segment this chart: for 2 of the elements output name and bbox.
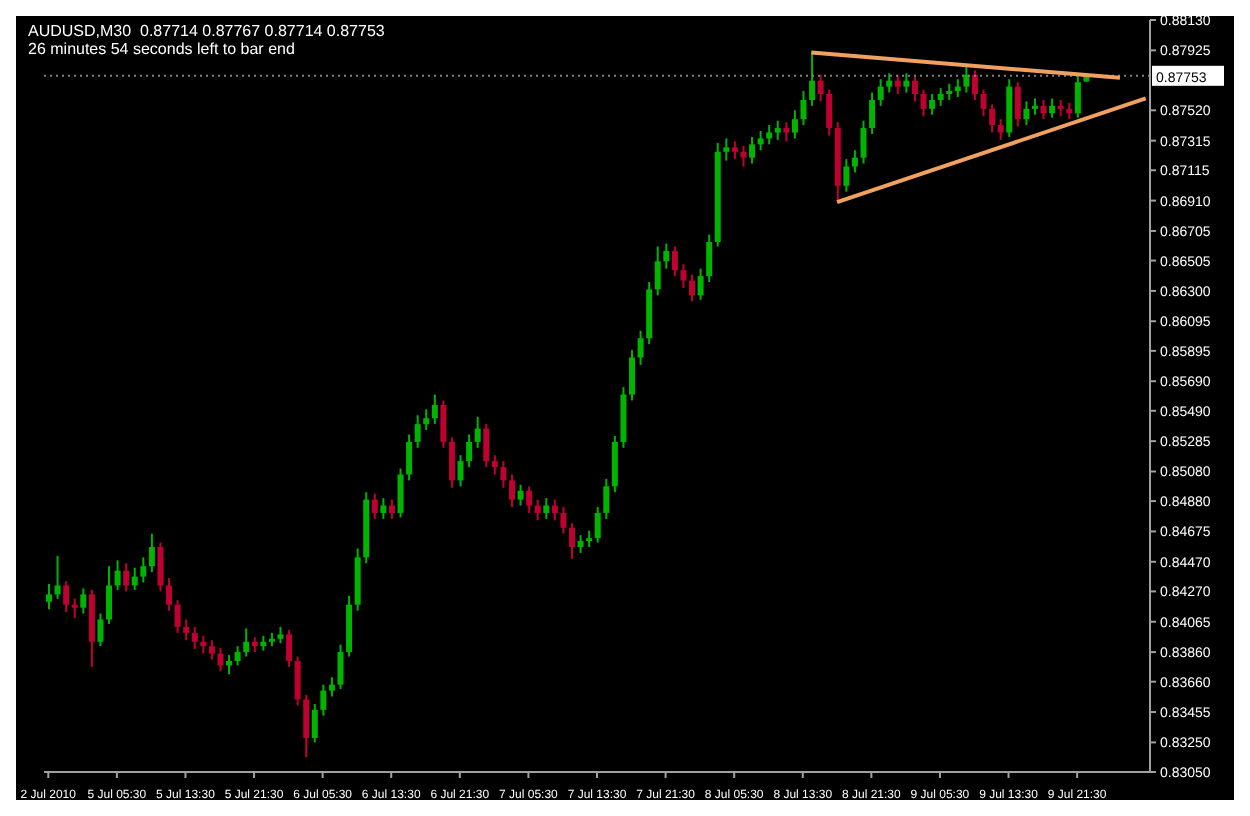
text: 26 minutes 54 seconds left to bar end xyxy=(28,40,297,58)
chart-title: AUDUSD,M30 0.87714 0.87767 0.87714 0.87753 xyxy=(28,22,385,40)
